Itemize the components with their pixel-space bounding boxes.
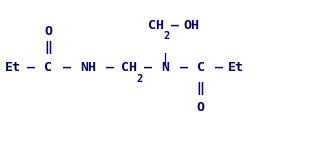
Text: ‖: ‖ (44, 41, 52, 54)
Text: —: — (27, 61, 35, 74)
Text: —: — (180, 61, 188, 74)
Text: O: O (197, 101, 205, 114)
Text: NH: NH (81, 61, 97, 74)
Text: —: — (171, 19, 179, 32)
Text: Et: Et (4, 61, 21, 74)
Text: OH: OH (183, 19, 199, 32)
Text: CH: CH (121, 61, 137, 74)
Text: 2: 2 (136, 74, 142, 84)
Text: —: — (215, 61, 223, 74)
Text: 2: 2 (163, 31, 169, 41)
Text: —: — (144, 61, 152, 74)
Text: Et: Et (228, 61, 244, 74)
Text: O: O (44, 25, 52, 38)
Text: CH: CH (148, 19, 165, 32)
Text: C: C (197, 61, 205, 74)
Text: —: — (63, 61, 71, 74)
Text: C: C (44, 61, 52, 74)
Text: ‖: ‖ (197, 82, 205, 95)
Text: N: N (161, 61, 169, 74)
Text: —: — (106, 61, 114, 74)
Text: |: | (161, 53, 168, 66)
